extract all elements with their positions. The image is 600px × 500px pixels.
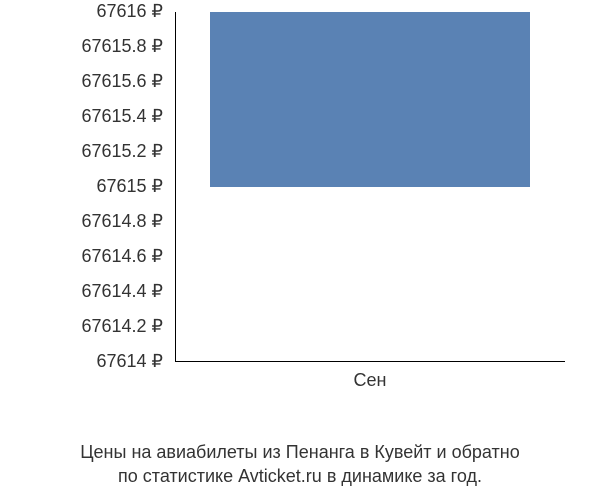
x-tick-label: Сен	[175, 370, 565, 391]
y-tick-label: 67615.2 ₽	[0, 141, 163, 162]
y-tick-label: 67614 ₽	[0, 351, 163, 372]
price-bar	[210, 12, 530, 187]
y-tick-label: 67615.8 ₽	[0, 36, 163, 57]
y-tick-label: 67615.6 ₽	[0, 71, 163, 92]
y-tick-label: 67614.2 ₽	[0, 316, 163, 337]
y-tick-label: 67614.4 ₽	[0, 281, 163, 302]
y-tick-label: 67616 ₽	[0, 1, 163, 22]
y-tick-label: 67614.6 ₽	[0, 246, 163, 267]
y-tick-label: 67615 ₽	[0, 176, 163, 197]
price-chart: Цены на авиабилеты из Пенанга в Кувейт и…	[0, 0, 600, 500]
chart-caption: Цены на авиабилеты из Пенанга в Кувейт и…	[0, 440, 600, 489]
caption-line1: Цены на авиабилеты из Пенанга в Кувейт и…	[80, 442, 520, 462]
y-tick-label: 67614.8 ₽	[0, 211, 163, 232]
caption-line2: по статистике Avticket.ru в динамике за …	[118, 466, 482, 486]
y-tick-label: 67615.4 ₽	[0, 106, 163, 127]
